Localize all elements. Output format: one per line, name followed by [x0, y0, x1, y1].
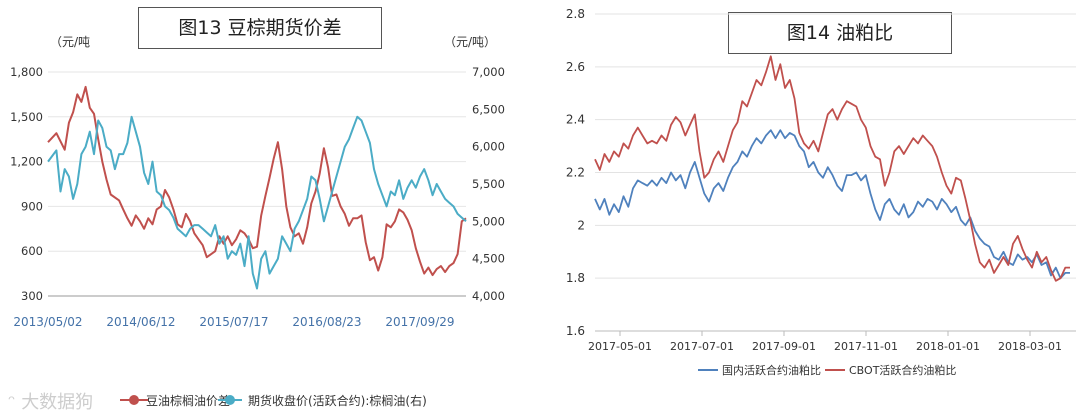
- watermark: ᵔ 大数据狗: [8, 392, 94, 413]
- x-tick-label-right: 2017-07-01: [670, 340, 734, 353]
- y-tick-label-right: 4,500: [472, 252, 505, 266]
- y-tick-label-right: 2.8: [566, 7, 585, 21]
- series-line-palm: [47, 115, 467, 290]
- x-tick-label-right: 2017-11-01: [834, 340, 898, 353]
- chart-title-right: 图14 油粕比: [728, 12, 952, 54]
- chart-right-svg: 1.6 1.8 2 2.2 2.4 2.6 2.8 2017-05-01 2017-07-01 2…: [566, 7, 1076, 377]
- y-tick-label-right: 6,000: [472, 140, 505, 154]
- x-tick-label-left: 2017/09/29: [385, 315, 454, 329]
- chart-title-left: 图13 豆棕期货价差: [138, 7, 382, 49]
- grid-left: [48, 71, 466, 297]
- y-tick-label-right: 5,500: [472, 177, 505, 191]
- watermark-logo-icon: ᵔ: [8, 392, 16, 413]
- series-line-domestic: [594, 129, 1070, 280]
- x-tick-label-left: 2015/07/17: [199, 315, 268, 329]
- chart-panel-right: 图14 油粕比 1.6 1.8 2 2.2 2.4 2.6 2.8 2017-05-01 201…: [540, 0, 1080, 420]
- series-line-cbot: [594, 55, 1070, 282]
- legend-label-cbot: CBOT活跃合约油粕比: [849, 363, 956, 377]
- series-group-left: [47, 85, 467, 290]
- series-line-spread: [47, 85, 467, 277]
- y-tick-label-right: 2.6: [566, 60, 585, 74]
- series-group-right: [594, 55, 1070, 282]
- x-tick-label-left: 2013/05/02: [13, 315, 82, 329]
- x-tick-label-right: 2017-09-01: [752, 340, 816, 353]
- legend-label-domestic: 国内活跃合约油粕比: [722, 363, 821, 377]
- x-tick-label-right: 2018-01-01: [916, 340, 980, 353]
- y-unit-left: （元/吨: [50, 35, 90, 49]
- grid-right: [595, 13, 1076, 332]
- legend-marker-spread: [129, 395, 139, 405]
- y-tick-label-right: 5,000: [472, 214, 505, 228]
- chart-left-svg: 300 600 900 1,200 1,500 1,800 4,000 4,500 5,000 5…: [10, 35, 505, 408]
- y-tick-label-left: 1,500: [10, 110, 43, 124]
- y-tick-label-right: 6,500: [472, 102, 505, 116]
- y-tick-label-left: 1,200: [10, 155, 43, 169]
- legend-marker-palm: [225, 395, 235, 405]
- legend-label-palm: 期货收盘价(活跃合约):棕榈油(右): [248, 393, 427, 408]
- y-tick-label-right: 7,000: [472, 65, 505, 79]
- y-tick-label-right: 2: [577, 218, 585, 232]
- y-unit-right: （元/吨）: [444, 35, 496, 49]
- legend-left: 豆油棕榈油价差 期货收盘价(活跃合约):棕榈油(右): [120, 393, 427, 408]
- y-tick-label-right: 2.2: [566, 166, 585, 180]
- chart-panel-left: 图13 豆棕期货价差 300 600 900 1,200 1,500 1,800 4,000…: [8, 7, 505, 413]
- y-tick-label-right: 1.8: [566, 271, 585, 285]
- x-tick-label-right: 2018-03-01: [998, 340, 1062, 353]
- x-tick-label-right: 2017-05-01: [588, 340, 652, 353]
- axes-left: 300 600 900 1,200 1,500 1,800 4,000 4,500 5,000 5…: [10, 65, 505, 329]
- y-tick-label-left: 1,800: [10, 65, 43, 79]
- y-tick-label-left: 300: [21, 289, 43, 303]
- y-tick-label-right: 2.4: [566, 113, 585, 127]
- y-tick-label-left: 900: [21, 199, 43, 213]
- x-tick-label-left: 2014/06/12: [106, 315, 175, 329]
- y-tick-label-left: 600: [21, 244, 43, 258]
- axes-right: 1.6 1.8 2 2.2 2.4 2.6 2.8 2017-05-01 2017-07-01 2…: [566, 7, 1076, 353]
- y-tick-label-right: 4,000: [472, 289, 505, 303]
- y-tick-label-right: 1.6: [566, 324, 585, 338]
- legend-label-spread: 豆油棕榈油价差: [146, 393, 230, 408]
- x-tick-label-left: 2016/08/23: [292, 315, 361, 329]
- legend-right: 国内活跃合约油粕比 CBOT活跃合约油粕比: [698, 363, 956, 377]
